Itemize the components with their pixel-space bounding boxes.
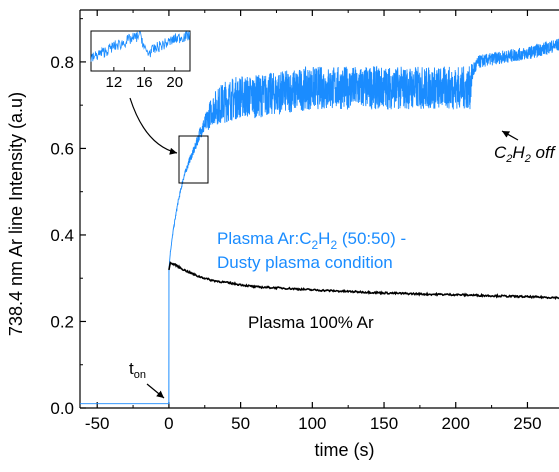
c2h2-off-label: C2H2 off — [494, 143, 557, 165]
argon-label: Plasma 100% Ar — [248, 313, 374, 332]
x-tick-label: 150 — [370, 414, 398, 433]
y-tick-label: 0.2 — [50, 312, 74, 331]
y-tick-label: 0.8 — [50, 53, 74, 72]
x-tick-label: 200 — [442, 414, 470, 433]
ton-arrow — [146, 383, 165, 399]
x-tick-label: 250 — [513, 414, 541, 433]
y-tick-label: 0.6 — [50, 139, 74, 158]
inset-plot: 12 16 20 — [90, 30, 191, 91]
inset-x-tick-label: 16 — [136, 74, 153, 91]
inset-x-tick-label: 20 — [166, 74, 183, 91]
series-line-argon — [168, 261, 559, 301]
y-tick-label: 0.0 — [50, 399, 74, 418]
zoom-connector-arrow — [129, 97, 178, 155]
series-line-dusty — [80, 38, 559, 405]
dusty-label-line2: Dusty plasma condition — [217, 253, 393, 272]
inset-x-tick-label: 12 — [106, 74, 123, 91]
x-tick-label: -50 — [85, 414, 110, 433]
x-tick-label: 100 — [298, 414, 326, 433]
inset-series-line — [90, 31, 191, 62]
c2h2-off-arrow — [501, 130, 519, 141]
x-tick-label: 50 — [231, 414, 250, 433]
plot-area: -50 0 50 100 150 200 250 0.0 0.2 0.4 0.6 0.8 time (s… — [6, 9, 559, 460]
x-tick-label: 0 — [164, 414, 173, 433]
y-axis-title: 738.4 nm Ar line Intensity (a.u) — [6, 92, 26, 336]
x-axis-title: time (s) — [315, 440, 375, 460]
y-tick-label: 0.4 — [50, 226, 74, 245]
ton-label: ton — [129, 359, 146, 381]
zoom-box — [178, 135, 209, 184]
dusty-label-line1: Plasma Ar:C2H2 (50:50) - — [217, 229, 406, 252]
